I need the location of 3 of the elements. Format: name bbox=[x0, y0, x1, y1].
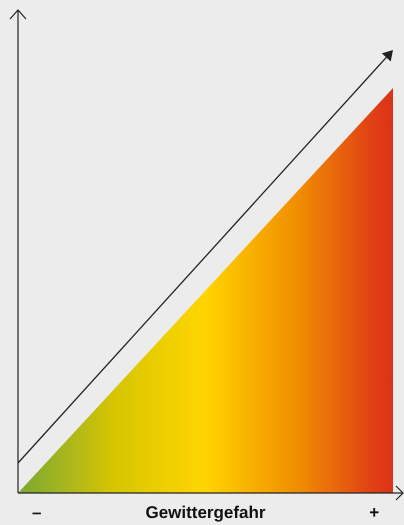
x-axis-title: Gewittergefahr bbox=[146, 503, 266, 522]
x-tick-label: + bbox=[369, 503, 380, 522]
x-tick-label: – bbox=[32, 503, 42, 522]
